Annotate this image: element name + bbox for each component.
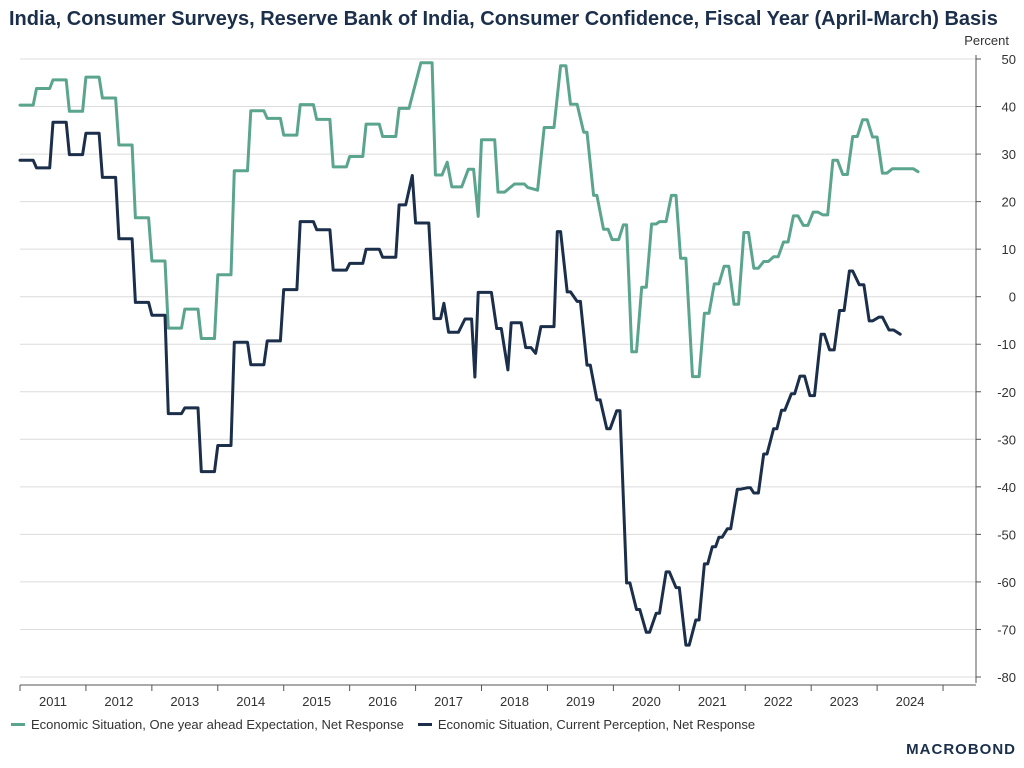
y-tick-label: -20	[997, 385, 1016, 400]
x-tick-label: 2015	[302, 694, 331, 709]
chart-title: India, Consumer Surveys, Reserve Bank of…	[9, 8, 998, 30]
x-tick-label: 2023	[830, 694, 859, 709]
y-tick-label: -40	[997, 480, 1016, 495]
legend-swatch-current	[417, 723, 432, 726]
legend-item-current: Economic Situation, Current Perception, …	[417, 717, 756, 732]
y-tick-label: 20	[1002, 195, 1016, 210]
y-tick-label: 30	[1002, 147, 1016, 162]
legend-item-expectation: Economic Situation, One year ahead Expec…	[11, 717, 404, 732]
x-tick-label: 2024	[896, 694, 925, 709]
x-tick-label: 2022	[764, 694, 793, 709]
brand-logo: MACROBOND	[906, 741, 1016, 758]
x-tick-label: 2018	[500, 694, 529, 709]
y-axis-unit-label: Percent	[964, 33, 1009, 48]
y-tick-label: -70	[997, 622, 1016, 637]
y-tick-label: -80	[997, 670, 1016, 685]
legend: Economic Situation, One year ahead Expec…	[11, 717, 755, 732]
y-tick-label: -50	[997, 527, 1016, 542]
x-tick-label: 2017	[434, 694, 463, 709]
y-tick-label: 10	[1002, 242, 1016, 257]
x-tick-label: 2011	[39, 694, 67, 709]
y-tick-label: 50	[1002, 52, 1016, 67]
x-tick-label: 2019	[566, 694, 595, 709]
y-tick-label: -30	[997, 432, 1016, 447]
y-tick-label: -10	[997, 337, 1016, 352]
x-tick-label: 2013	[170, 694, 199, 709]
y-tick-label: 0	[1009, 290, 1016, 305]
legend-label-current: Economic Situation, Current Perception, …	[437, 717, 756, 732]
legend-label-expectation: Economic Situation, One year ahead Expec…	[31, 717, 404, 732]
y-tick-label: 40	[1002, 100, 1016, 115]
series-line-current	[18, 120, 902, 647]
x-tick-label: 2012	[104, 694, 133, 709]
legend-swatch-expectation	[11, 723, 25, 726]
x-tick-label: 2021	[698, 694, 727, 709]
x-tick-label: 2016	[368, 694, 397, 709]
x-tick-label: 2014	[236, 694, 265, 709]
series-line-expectation	[18, 61, 920, 379]
y-tick-label: -60	[997, 575, 1016, 590]
x-tick-label: 2020	[632, 694, 661, 709]
